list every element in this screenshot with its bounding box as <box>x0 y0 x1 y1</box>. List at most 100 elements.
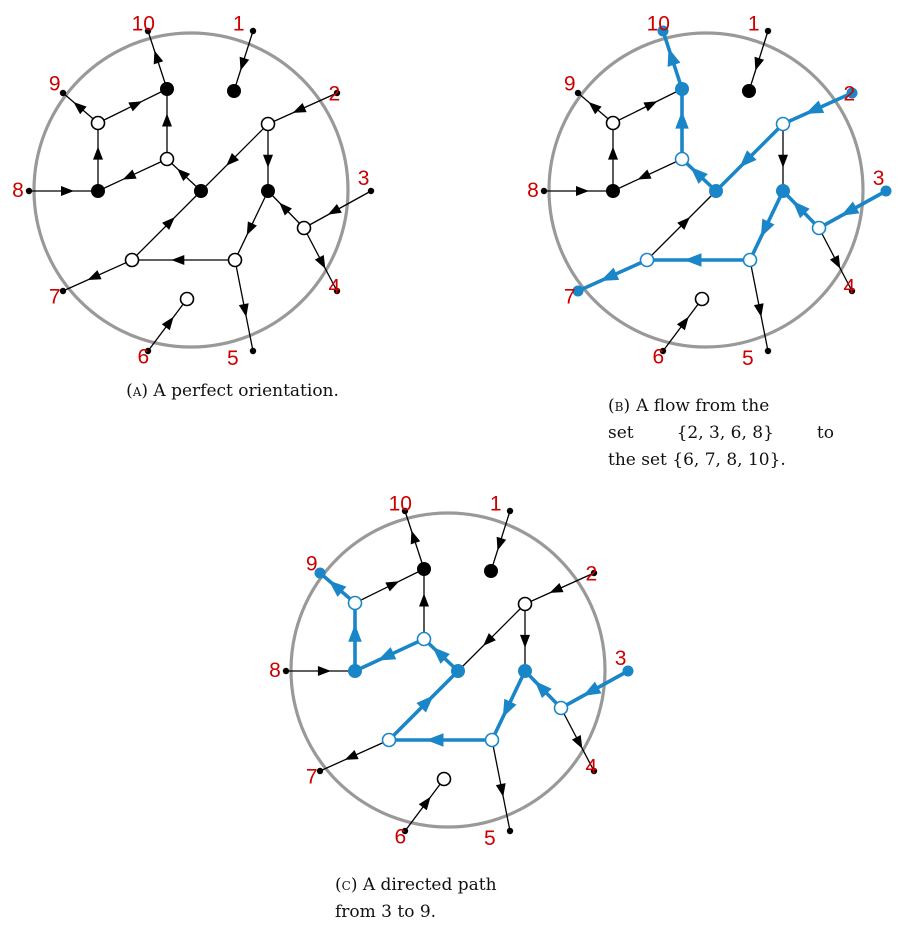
panel-a-edge-W2-B3-arrowhead <box>122 169 137 180</box>
panel-b-edge-B5-W6-highlighted <box>748 190 785 261</box>
panel-c-boundary-circle <box>289 511 607 829</box>
panel-a-vertex-b9-boundary-dot <box>59 89 67 97</box>
panel-a-edge-W4-B5 <box>267 190 305 229</box>
panel-b-edge-W4-b4 <box>818 227 853 292</box>
panel-b-vertex-b3-boundary-dot <box>880 185 892 197</box>
panel-c-edge-W1-b9-highlighted-arrowhead <box>328 580 347 597</box>
panel-b-boundary-label-6: 6 <box>652 345 664 368</box>
panel-c-edge-W3-B4-arrowhead <box>483 633 496 646</box>
panel-b-vertex-B5-black-node <box>776 184 790 198</box>
panel-a-boundary-label-9: 9 <box>49 73 61 96</box>
panel-a-edge-W5-b7 <box>62 259 133 292</box>
panel-b-edge-W2-B3-arrowhead <box>637 169 652 180</box>
panel-a-vertex-B1-black-node <box>227 84 241 98</box>
panel-c-edge-b2-W3-arrowhead <box>549 582 564 593</box>
panel-c-boundary-label-8: 8 <box>269 659 281 682</box>
panel-a-edge-W1-b9-arrowhead <box>73 101 87 115</box>
panel-a-vertex-b3-boundary-dot <box>367 187 375 195</box>
panel-b-vertex-W5-white-node <box>639 252 655 268</box>
panel-a-edge-b2-W3-arrowhead <box>292 102 307 113</box>
panel-c-vertex-b10-boundary-dot <box>401 507 409 515</box>
caption-b-line2b: {2, 3, 6, 8} <box>676 423 774 443</box>
panel-b-edge-W6-W5-highlighted <box>647 253 750 267</box>
panel-b-edge-b1-B1 <box>748 30 769 92</box>
panel-b-edge-W1-B2 <box>612 88 683 124</box>
panel-a-vertex-W3-white-node <box>260 116 276 132</box>
panel-b-edge-W2-B2-highlighted-arrowhead <box>675 111 689 129</box>
panel-a-vertex-b4-boundary-dot <box>333 287 341 295</box>
panel-b-vertex-b9-boundary-dot <box>574 89 582 97</box>
panel-b-edge-b6-W7-arrowhead <box>676 316 689 331</box>
panel-c-edge-W3-B5-arrowhead <box>520 634 530 648</box>
panel-b-edge-B3-W1 <box>608 123 618 191</box>
panel-a-edge-W6-b5-arrowhead <box>238 303 249 317</box>
panel-c-vertex-B1-black-node <box>484 564 498 578</box>
panel-c-edge-b8-B3 <box>286 666 355 676</box>
panel-c-edge-W6-W5-highlighted-arrowhead <box>425 733 444 747</box>
panel-a-vertex-b6-boundary-dot <box>144 347 152 355</box>
panel-a-boundary-label-1: 1 <box>233 13 245 36</box>
panel-a-edge-W3-B4-arrowhead <box>226 153 239 166</box>
panel-c-vertex-b4-boundary-dot <box>590 767 598 775</box>
panel-a-vertex-b2-boundary-dot <box>333 89 341 97</box>
panel-a-edge-W3-B5 <box>263 124 273 191</box>
panel-c-boundary-label-3: 3 <box>615 647 627 670</box>
panel-a-edge-W5-b7-arrowhead <box>87 270 102 280</box>
panel-b-edge-W5-B4-arrowhead <box>677 217 690 230</box>
panel-b-boundary-label-2: 2 <box>844 82 856 105</box>
panel-c-edge-W2-B3-highlighted <box>354 637 425 673</box>
panel-a-boundary-label-10: 10 <box>132 13 155 36</box>
panel-c-edge-W5-b7 <box>319 739 390 772</box>
panel-b-edge-W6-b5-arrowhead <box>753 303 764 317</box>
panel-a-vertex-W6-white-node <box>227 252 243 268</box>
panel-c-boundary-label-9: 9 <box>306 553 318 576</box>
panel-a-edge-B4-W2 <box>166 158 202 192</box>
panel-b-edge-b2-W3-highlighted-arrowhead <box>805 100 825 114</box>
panel-c-vertex-b9-boundary-dot <box>314 567 326 579</box>
panel-c-edge-b2-W3 <box>524 572 595 605</box>
panel-b-edge-B4-W2-highlighted-arrowhead <box>690 166 708 184</box>
panel-a-boundary-label-2: 2 <box>329 82 341 105</box>
panel-c-edge-W1-B2 <box>354 568 425 604</box>
panel-a-vertex-B3-black-node <box>91 184 105 198</box>
panel-a-edge-b8-B3 <box>29 186 98 196</box>
panel-c-vertex-W5-white-node <box>381 732 397 748</box>
panel-a-edge-B4-W2-arrowhead <box>177 168 191 182</box>
panel-c-vertex-W3-white-node <box>517 596 533 612</box>
panel-b-edge-b3-W4-highlighted <box>818 189 887 230</box>
panel-b-edge-W5-B4 <box>646 190 717 261</box>
panel-a-edge-b3-W4 <box>303 190 372 229</box>
panel-b-flow: 1 2 3 4 5 6 7 8 9 10 <box>527 13 892 370</box>
panel-c-edge-W5-b7-arrowhead <box>344 749 359 760</box>
panel-a-edge-b1-B1 <box>233 30 254 92</box>
panel-b-vertex-B4-black-node <box>709 184 723 198</box>
panel-b-boundary-label-3: 3 <box>873 167 885 190</box>
panel-b-edge-W2-B2-highlighted <box>675 89 689 159</box>
panel-b-edge-B3-W1-arrowhead <box>608 146 618 160</box>
panel-b-vertex-b5-boundary-dot <box>764 347 772 355</box>
panel-b-edge-W3-B5-arrowhead <box>778 154 788 168</box>
panel-c-edge-b6-W7 <box>404 778 445 832</box>
panel-a-edge-B3-W1 <box>93 123 103 191</box>
panel-b-edge-B4-W2-highlighted <box>680 157 718 193</box>
panel-c-boundary-label-6: 6 <box>394 825 406 848</box>
panel-b-edge-W2-B3 <box>612 158 683 192</box>
panel-a-edge-W2-B2-arrowhead <box>162 113 172 127</box>
panel-c-edge-W3-B5 <box>520 604 530 671</box>
panel-c-vertex-b6-boundary-dot <box>401 827 409 835</box>
panel-c-edge-B3-W1-highlighted-arrowhead <box>348 624 362 642</box>
panel-b-boundary-label-1: 1 <box>748 13 760 36</box>
caption-b-line2a: set <box>608 423 634 443</box>
panel-c-edge-b1-B1 <box>490 510 511 572</box>
panel-b-vertex-B1-black-node <box>742 84 756 98</box>
panel-b-boundary-label-4: 4 <box>844 276 856 299</box>
panel-c-edge-W4-B5-highlighted-arrowhead <box>534 680 552 699</box>
panel-c-edge-B4-W2-highlighted-arrowhead <box>432 646 450 664</box>
panel-b-edge-W3-B4-highlighted-arrowhead <box>739 150 757 168</box>
panel-b-boundary-label-10: 10 <box>647 13 670 36</box>
panel-b-edge-W3-B4-highlighted <box>714 122 785 193</box>
panel-c-edge-b6-W7-arrowhead <box>418 796 431 811</box>
panel-a-edge-W1-B2 <box>97 88 168 124</box>
panel-c-edge-b8-B3-arrowhead <box>317 666 331 676</box>
